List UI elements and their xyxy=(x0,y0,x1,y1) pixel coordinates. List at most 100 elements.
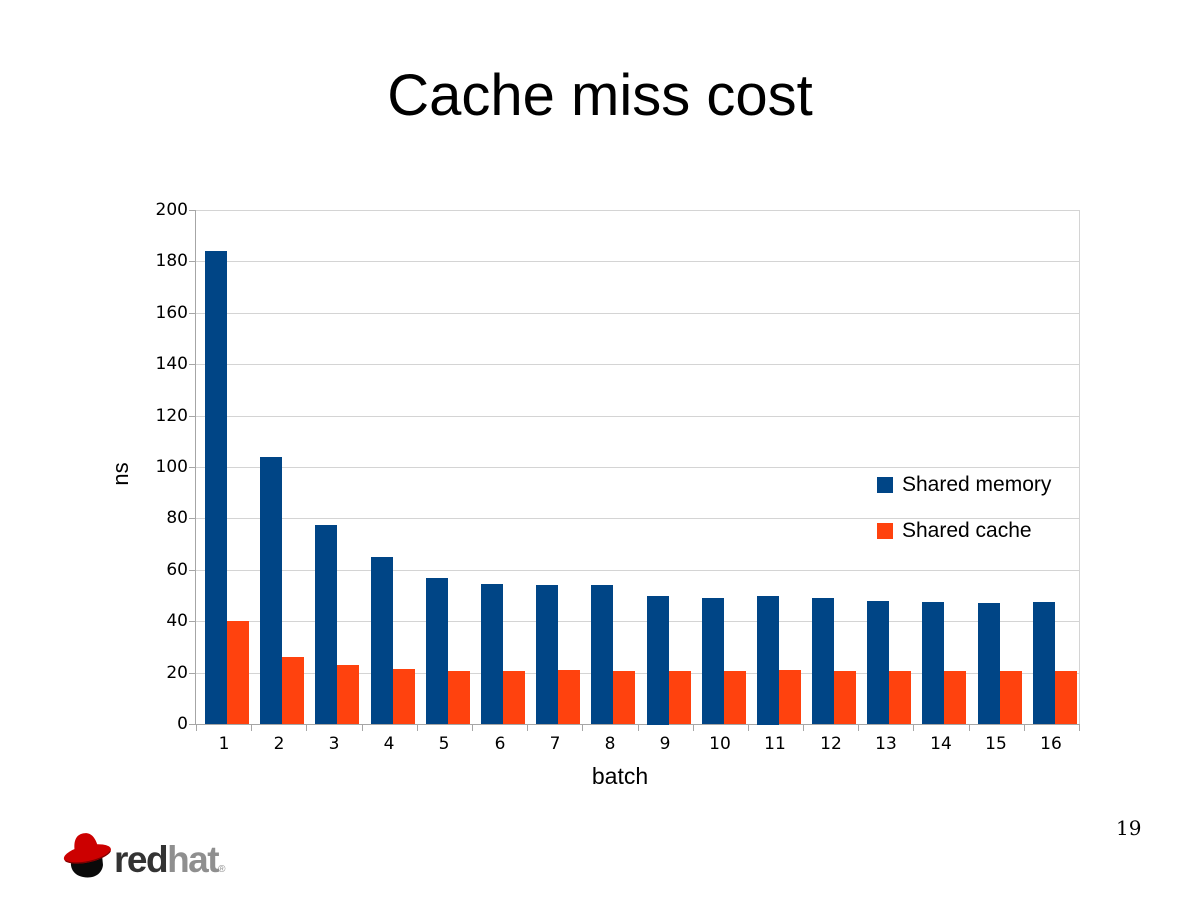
x-tickmark-9 xyxy=(693,725,694,731)
bar-shared-cache-batch-8 xyxy=(613,671,635,724)
bar-shared-cache-batch-9 xyxy=(669,671,691,724)
x-tick-label-2: 2 xyxy=(273,734,285,754)
redhat-logo: redhat ® xyxy=(60,828,225,882)
bar-shared-memory-batch-7 xyxy=(536,585,558,724)
bar-shared-memory-batch-10 xyxy=(702,598,724,724)
x-tick-label-15: 15 xyxy=(985,734,1007,754)
bar-shared-memory-batch-1 xyxy=(205,251,227,724)
y-gridline-20 xyxy=(196,673,1079,674)
x-tickmark-3 xyxy=(362,725,363,731)
x-tick-label-8: 8 xyxy=(604,734,616,754)
y-tick-label-180: 180 xyxy=(155,251,188,271)
bar-shared-memory-batch-12 xyxy=(812,598,834,724)
legend-item-shared-memory: Shared memory xyxy=(877,473,1051,496)
y-gridline-80 xyxy=(196,518,1079,519)
slide-title: Cache miss cost xyxy=(387,63,813,128)
bar-shared-memory-batch-11 xyxy=(757,596,779,725)
x-tick-label-1: 1 xyxy=(218,734,230,754)
x-axis-line xyxy=(195,724,1080,725)
x-tick-label-11: 11 xyxy=(764,734,786,754)
x-tick-label-6: 6 xyxy=(494,734,506,754)
y-gridline-140 xyxy=(196,364,1079,365)
wordmark-red: red xyxy=(114,838,169,880)
x-tickmark-1 xyxy=(251,725,252,731)
bar-shared-cache-batch-12 xyxy=(834,671,856,724)
x-tickmark-10 xyxy=(748,725,749,731)
x-tickmark-0 xyxy=(196,725,197,731)
y-tickmark-100 xyxy=(189,467,195,468)
shared-memory-swatch-icon xyxy=(877,477,893,493)
bar-shared-memory-batch-3 xyxy=(315,525,337,724)
bar-shared-memory-batch-5 xyxy=(426,578,448,724)
bar-shared-memory-batch-13 xyxy=(867,601,889,724)
shared-cache-swatch-icon xyxy=(877,523,893,539)
y-gridline-160 xyxy=(196,313,1079,314)
x-tickmark-12 xyxy=(858,725,859,731)
y-gridline-120 xyxy=(196,416,1079,417)
chart-legend: Shared memory Shared cache xyxy=(877,473,1051,542)
bar-shared-memory-batch-15 xyxy=(978,603,1000,724)
y-gridline-40 xyxy=(196,621,1079,622)
bar-shared-memory-batch-9 xyxy=(647,596,669,725)
x-tick-label-7: 7 xyxy=(549,734,561,754)
x-tick-label-10: 10 xyxy=(709,734,731,754)
y-tickmark-40 xyxy=(189,621,195,622)
x-tickmark-4 xyxy=(417,725,418,731)
x-tick-label-14: 14 xyxy=(930,734,952,754)
x-axis-title: batch xyxy=(591,763,649,789)
x-tickmark-14 xyxy=(969,725,970,731)
bar-shared-cache-batch-13 xyxy=(889,671,911,724)
x-tickmark-15 xyxy=(1024,725,1025,731)
wordmark-hat: hat xyxy=(167,838,220,880)
trademark-symbol: ® xyxy=(218,864,226,875)
y-tick-label-20: 20 xyxy=(166,663,188,683)
x-tickmark-2 xyxy=(306,725,307,731)
y-tickmark-20 xyxy=(189,673,195,674)
bar-shared-cache-batch-16 xyxy=(1055,671,1077,724)
bar-shared-cache-batch-11 xyxy=(779,670,801,724)
y-tickmark-120 xyxy=(189,416,195,417)
y-gridline-100 xyxy=(196,467,1079,468)
y-tickmark-80 xyxy=(189,518,195,519)
y-gridline-60 xyxy=(196,570,1079,571)
x-tickmark-16 xyxy=(1079,725,1080,731)
legend-item-shared-cache: Shared cache xyxy=(877,519,1051,542)
bar-shared-memory-batch-16 xyxy=(1033,602,1055,724)
bar-shared-cache-batch-2 xyxy=(282,657,304,724)
bar-shared-cache-batch-15 xyxy=(1000,671,1022,724)
bar-shared-cache-batch-14 xyxy=(944,671,966,724)
y-tick-label-160: 160 xyxy=(155,303,188,323)
x-tick-label-3: 3 xyxy=(328,734,340,754)
y-tick-label-200: 200 xyxy=(155,200,188,220)
y-tickmark-60 xyxy=(189,570,195,571)
redhat-hat-icon xyxy=(63,833,111,878)
bar-shared-cache-batch-3 xyxy=(337,665,359,724)
x-tick-label-13: 13 xyxy=(875,734,897,754)
y-axis-title: ns xyxy=(108,462,133,486)
bar-shared-cache-batch-5 xyxy=(448,671,470,724)
y-tick-label-80: 80 xyxy=(166,508,188,528)
bar-shared-cache-batch-10 xyxy=(724,671,746,724)
x-tickmark-13 xyxy=(913,725,914,731)
y-gridline-200 xyxy=(196,210,1079,211)
page-number: 19 xyxy=(1116,816,1142,840)
y-tickmark-180 xyxy=(189,261,195,262)
x-tickmark-11 xyxy=(803,725,804,731)
x-tick-label-9: 9 xyxy=(659,734,671,754)
bar-shared-memory-batch-6 xyxy=(481,584,503,724)
y-tick-label-100: 100 xyxy=(155,457,188,477)
x-tick-label-16: 16 xyxy=(1040,734,1062,754)
y-tickmark-160 xyxy=(189,313,195,314)
y-axis-line xyxy=(195,210,196,725)
plot-right-border xyxy=(1079,210,1080,724)
x-tickmark-6 xyxy=(527,725,528,731)
legend-label-shared-cache: Shared cache xyxy=(902,519,1032,542)
bar-shared-memory-batch-8 xyxy=(591,585,613,724)
y-gridline-180 xyxy=(196,261,1079,262)
y-tick-label-0: 0 xyxy=(177,714,188,734)
y-tickmark-140 xyxy=(189,364,195,365)
bar-shared-cache-batch-4 xyxy=(393,669,415,724)
bar-shared-cache-batch-7 xyxy=(558,670,580,724)
y-tick-label-120: 120 xyxy=(155,406,188,426)
